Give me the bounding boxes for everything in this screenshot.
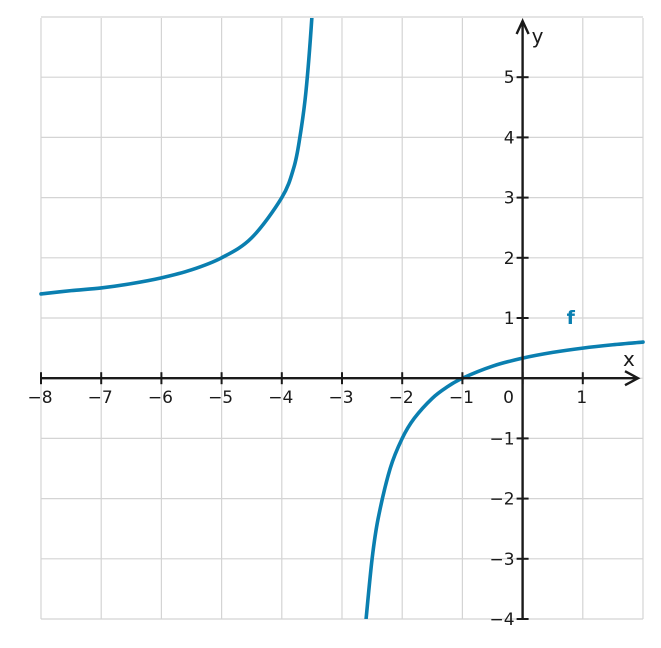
y-tick-label: −2 bbox=[490, 490, 515, 510]
y-tick-label: −1 bbox=[490, 429, 515, 449]
y-tick-label: 3 bbox=[504, 189, 515, 209]
x-tick-label: −4 bbox=[268, 388, 293, 408]
ticks bbox=[40, 76, 584, 620]
x-tick-label: −7 bbox=[88, 388, 113, 408]
y-tick-label: 1 bbox=[504, 309, 515, 329]
series-label: f bbox=[567, 307, 576, 329]
x-axis-arrow bbox=[624, 370, 641, 387]
y-tick-label: −4 bbox=[490, 610, 515, 630]
x-tick-label: −3 bbox=[328, 388, 353, 408]
x-tick-label: 1 bbox=[576, 388, 587, 408]
series-line bbox=[39, 18, 314, 296]
x-tick-label: −2 bbox=[389, 388, 414, 408]
y-axis-label: y bbox=[532, 24, 544, 48]
y-axis-arrow bbox=[515, 18, 530, 35]
x-axis-label: x bbox=[623, 347, 635, 371]
x-tick-label: 0 bbox=[503, 388, 514, 408]
curves bbox=[39, 18, 645, 619]
y-tick-label: −3 bbox=[490, 550, 515, 570]
y-tick-label: 2 bbox=[504, 249, 515, 269]
axes bbox=[41, 18, 641, 619]
x-tick-label: −5 bbox=[208, 388, 233, 408]
series-line bbox=[364, 340, 645, 619]
grid bbox=[40, 16, 644, 620]
x-tick-label: −1 bbox=[449, 388, 474, 408]
y-tick-label: 4 bbox=[504, 128, 515, 148]
tick-labels: −8 −7 −6 −5 −4 −3 −2 −1 0 1 −4 −3 −2 −1 1 2 3 4 5 bbox=[27, 68, 587, 630]
x-tick-label: −8 bbox=[27, 388, 52, 408]
y-tick-label: 5 bbox=[504, 68, 515, 88]
x-tick-label: −6 bbox=[148, 388, 173, 408]
